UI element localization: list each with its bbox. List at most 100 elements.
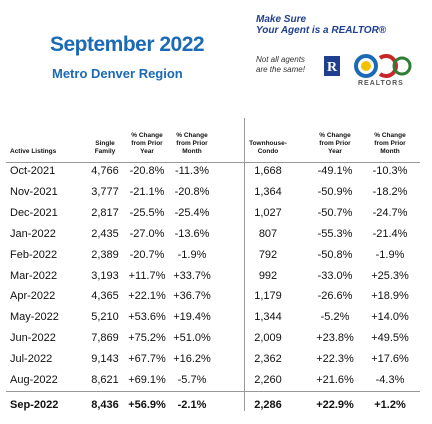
- table-cell: +16.2%: [173, 353, 211, 366]
- subtitle: Metro Denver Region: [52, 66, 183, 81]
- row-label: Jul-2022: [10, 353, 53, 366]
- table-cell: -55.3%: [317, 227, 353, 240]
- table-cell: 1,668: [254, 165, 282, 177]
- table-cell: 992: [258, 269, 278, 282]
- row-label: Oct-2021: [10, 165, 56, 177]
- table-cell: +56.9%: [128, 398, 166, 411]
- table-cell: -27.0%: [129, 227, 165, 240]
- table-cell: 8,436: [91, 398, 119, 411]
- row-label: Apr-2022: [10, 290, 56, 303]
- table-cell: 2,260: [254, 374, 282, 386]
- table-cell: +25.3%: [371, 269, 409, 282]
- svg-text:R: R: [327, 60, 338, 75]
- table-cell: +21.6%: [316, 374, 354, 386]
- row-rule: [6, 391, 420, 392]
- row-label: Jan-2022: [10, 227, 56, 240]
- row-label: Sep-2022: [10, 398, 59, 411]
- table-cell: -18.2%: [372, 185, 408, 198]
- column-header: Single Family: [94, 140, 116, 155]
- promo-line: Your Agent is a REALTOR®: [256, 25, 387, 36]
- table-cell: -5.7%: [177, 374, 207, 386]
- table-cell: 2,435: [91, 227, 119, 240]
- table-cell: +22.3%: [316, 353, 354, 366]
- logo: R: [324, 54, 412, 78]
- table-cell: -10.3%: [372, 165, 408, 177]
- table-cell: +69.1%: [128, 374, 166, 386]
- table-cell: -26.6%: [317, 290, 353, 303]
- promo-line: Make Sure: [256, 14, 307, 25]
- column-rule: [244, 118, 245, 411]
- table-cell: +51.0%: [173, 332, 211, 345]
- column-header: Townhouse-Condo: [249, 140, 287, 155]
- table-cell: -21.4%: [372, 227, 408, 240]
- table-cell: +49.5%: [371, 332, 409, 345]
- column-header: Active Listings: [10, 148, 57, 155]
- table-cell: +19.4%: [173, 311, 211, 324]
- table-cell: +18.9%: [371, 290, 409, 303]
- table-cell: -5.2%: [320, 311, 350, 324]
- table-cell: +75.2%: [128, 332, 166, 345]
- row-label: May-2022: [10, 311, 59, 324]
- table-cell: 807: [258, 227, 278, 240]
- table-cell: 2,286: [254, 398, 282, 411]
- table-cell: 2,362: [254, 353, 282, 366]
- table-cell: +23.8%: [316, 332, 354, 345]
- table-cell: 2,389: [91, 248, 119, 261]
- table-cell: -11.3%: [174, 165, 210, 177]
- table-cell: -4.3%: [375, 374, 405, 386]
- row-label: Feb-2022: [10, 248, 58, 261]
- table-cell: -1.9%: [177, 248, 207, 261]
- table-cell: -50.7%: [317, 206, 353, 219]
- table-cell: +11.7%: [128, 269, 166, 282]
- table-cell: -21.1%: [129, 185, 165, 198]
- row-label: Nov-2021: [10, 185, 58, 198]
- table-cell: -2.1%: [177, 398, 207, 411]
- table-cell: 7,869: [91, 332, 119, 345]
- table-cell: -24.7%: [372, 206, 408, 219]
- table-cell: -20.8%: [129, 165, 165, 177]
- table-cell: +33.7%: [173, 269, 211, 282]
- table-cell: -13.6%: [174, 227, 210, 240]
- table-cell: +67.7%: [128, 353, 166, 366]
- table-cell: +22.1%: [128, 290, 166, 303]
- table-cell: 792: [258, 248, 278, 261]
- header-rule: [6, 162, 420, 163]
- table-cell: 5,210: [91, 311, 119, 324]
- table-cell: 9,143: [91, 353, 119, 366]
- table-cell: +36.7%: [173, 290, 211, 303]
- column-header: % Change from Prior Year: [319, 132, 351, 155]
- table-cell: -25.4%: [174, 206, 210, 219]
- title: September 2022: [50, 33, 205, 56]
- table-cell: -49.1%: [317, 165, 353, 177]
- table-cell: -20.8%: [174, 185, 210, 198]
- column-header: % Change from Prior Month: [176, 132, 208, 155]
- table-cell: 3,193: [91, 269, 119, 282]
- table-cell: -33.0%: [317, 269, 353, 282]
- table-cell: +53.6%: [128, 311, 166, 324]
- table-cell: 3,777: [91, 185, 119, 198]
- table-cell: -20.7%: [129, 248, 165, 261]
- table-cell: +14.0%: [371, 311, 409, 324]
- promo-note: Not all agents are the same!: [256, 55, 305, 74]
- table-cell: -25.5%: [129, 206, 165, 219]
- table-cell: 1,027: [254, 206, 282, 219]
- table-cell: +1.2%: [374, 398, 406, 411]
- table-cell: 2,817: [91, 206, 119, 219]
- table-cell: -50.8%: [317, 248, 353, 261]
- row-label: Mar-2022: [10, 269, 58, 282]
- table-cell: 1,344: [254, 311, 282, 324]
- table-cell: 4,365: [91, 290, 119, 303]
- row-label: Jun-2022: [10, 332, 56, 345]
- table-cell: -50.9%: [317, 185, 353, 198]
- table-cell: 2,009: [254, 332, 282, 345]
- table-cell: -1.9%: [375, 248, 405, 261]
- table-cell: +17.6%: [371, 353, 409, 366]
- row-label: Dec-2021: [10, 206, 58, 219]
- column-header: % Change from Prior Year: [131, 132, 163, 155]
- table-cell: 4,766: [91, 165, 119, 177]
- table-cell: 8,621: [91, 374, 119, 386]
- table-cell: +22.9%: [316, 398, 354, 411]
- column-header: % Change from Prior Month: [374, 132, 406, 155]
- logo-text: REALTORS: [358, 80, 404, 87]
